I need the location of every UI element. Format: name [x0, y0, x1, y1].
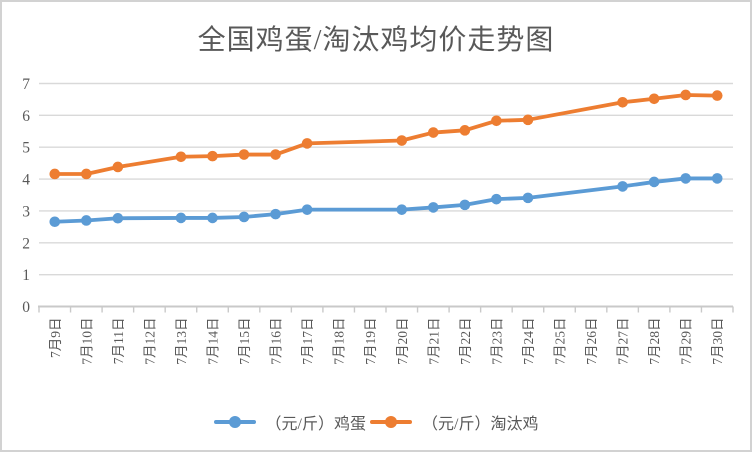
x-axis-label: 7月23日	[489, 317, 504, 364]
data-point-series-1	[112, 161, 124, 173]
x-axis-label: 7月20日	[395, 318, 410, 365]
x-axis-label: 7月14日	[206, 318, 221, 365]
data-point-series-0	[175, 212, 187, 224]
data-point-series-1	[522, 114, 534, 126]
y-axis-label: 1	[22, 267, 30, 284]
x-axis-label: 7月15日	[237, 318, 252, 365]
culled-chicken-line-marker-icon	[370, 416, 412, 428]
data-point-series-0	[711, 173, 723, 184]
y-axis-label: 6	[22, 108, 30, 125]
x-axis-label: 7月30日	[710, 318, 725, 365]
y-axis-label: 5	[22, 140, 30, 157]
x-axis-label: 7月27日	[616, 318, 631, 365]
data-point-series-1	[459, 125, 471, 136]
y-axis-label: 2	[22, 235, 30, 252]
data-point-series-0	[270, 208, 281, 220]
data-point-series-0	[301, 204, 313, 215]
x-axis-label: 7月24日	[521, 318, 536, 365]
data-point-series-1	[238, 149, 250, 160]
data-point-series-0	[459, 199, 471, 211]
legend-label-egg: （元/斤）鸡蛋	[265, 416, 366, 433]
data-point-series-0	[617, 181, 628, 192]
data-point-series-1	[301, 138, 313, 149]
legend-label-culled-chicken: （元/斤）淘汰鸡	[422, 416, 539, 433]
legend-item-culled-chicken: （元/斤）淘汰鸡	[370, 410, 538, 434]
data-point-series-1	[491, 115, 502, 127]
data-point-series-0	[648, 176, 660, 188]
data-point-series-1	[680, 89, 691, 101]
data-point-series-1	[175, 151, 187, 163]
data-point-series-0	[522, 192, 534, 204]
x-axis-label: 7月12日	[142, 318, 157, 365]
series-line-1	[52, 93, 720, 176]
x-axis-label: 7月28日	[647, 318, 662, 365]
x-axis-label: 7月21日	[426, 318, 441, 365]
x-axis-label: 7月13日	[174, 318, 189, 365]
chart-title: 全国鸡蛋/淘汰鸡均价走势图	[197, 25, 555, 56]
data-point-series-0	[491, 193, 502, 205]
x-axis-label: 7月22日	[458, 318, 473, 365]
data-point-series-0	[396, 204, 408, 215]
data-point-series-0	[49, 216, 61, 228]
y-axis-label: 0	[22, 299, 30, 316]
data-point-series-1	[648, 93, 660, 105]
data-point-series-1	[270, 149, 281, 160]
data-point-series-1	[81, 168, 92, 180]
y-axis-label: 4	[22, 172, 30, 189]
x-axis-label: 7月16日	[269, 318, 284, 365]
x-axis-label: 7月11日	[111, 318, 126, 365]
data-point-series-1	[711, 90, 723, 101]
x-axis-label: 7月26日	[584, 318, 599, 365]
x-axis-label: 7月29日	[679, 318, 694, 365]
x-axis-label: 7月19日	[363, 318, 378, 365]
x-axis-label: 7月17日	[300, 318, 315, 365]
data-point-series-1	[428, 127, 439, 138]
data-point-series-1	[207, 150, 218, 162]
egg-line-marker-icon	[213, 416, 256, 428]
data-point-series-0	[112, 212, 124, 224]
legend: （元/斤）鸡蛋 （元/斤）淘汰鸡	[2, 410, 750, 434]
data-point-series-0	[81, 215, 92, 226]
legend-item-egg: （元/斤）鸡蛋	[213, 410, 366, 434]
data-point-series-1	[49, 168, 61, 180]
x-axis-label: 7月18日	[332, 318, 347, 365]
x-axis-label: 7月9日	[48, 318, 63, 359]
data-point-series-0	[207, 212, 218, 224]
data-point-series-0	[238, 211, 250, 223]
y-axis-label: 3	[22, 203, 30, 220]
y-axis-label: 7	[22, 76, 30, 93]
data-point-series-0	[680, 173, 691, 184]
data-point-series-0	[428, 202, 439, 213]
data-point-series-1	[617, 96, 628, 108]
x-axis-label: 7月25日	[553, 318, 568, 365]
data-point-series-1	[396, 135, 408, 146]
x-axis-label: 7月10日	[79, 318, 94, 365]
